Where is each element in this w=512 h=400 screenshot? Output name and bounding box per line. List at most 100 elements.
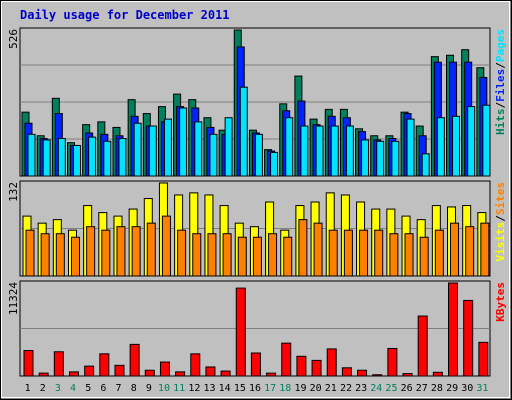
sites-bar-day-11 (177, 229, 187, 277)
kbytes-bar-day-17 (266, 372, 277, 377)
legend-middle-item-2: Sites (494, 182, 507, 215)
sites-bar-day-29 (450, 222, 460, 277)
panel-bottom-max-label: 11324 (7, 282, 20, 315)
kbytes-bar-day-2 (38, 372, 49, 377)
sites-bar-day-31 (480, 222, 490, 277)
x-label-day-26: 26 (401, 383, 413, 394)
pages-bar-day-23 (361, 139, 370, 177)
sites-bar-day-10 (161, 215, 171, 277)
pages-bar-day-12 (194, 121, 203, 177)
pages-bar-day-3 (57, 138, 66, 177)
panel-top-legend: Hits/Files/Pages (494, 29, 507, 135)
sites-bar-day-23 (359, 229, 369, 277)
panel-middle: 132 Visits/Sites (7, 180, 507, 277)
kbytes-bar-day-26 (402, 373, 413, 377)
kbytes-bar-day-16 (250, 352, 261, 377)
sites-bar-day-12 (192, 233, 202, 277)
kbytes-bar-day-24 (372, 374, 383, 377)
kbytes-bar-day-4 (68, 371, 79, 377)
sites-bar-day-24 (374, 229, 384, 277)
pages-bar-day-16 (254, 133, 263, 177)
kbytes-bar-day-5 (84, 365, 95, 377)
pages-bar-day-15 (239, 86, 248, 177)
x-label-day-28: 28 (431, 383, 443, 394)
x-label-day-24: 24 (370, 383, 382, 394)
pages-bar-day-2 (42, 139, 51, 177)
x-label-day-3: 3 (55, 383, 61, 394)
sites-bar-day-28 (434, 229, 444, 277)
pages-bar-day-19 (300, 125, 309, 177)
x-label-day-21: 21 (325, 383, 337, 394)
kbytes-bar-day-14 (220, 370, 231, 377)
sites-bar-day-4 (70, 236, 80, 277)
kbytes-bar-day-11 (175, 371, 186, 377)
pages-bar-day-17 (270, 151, 279, 177)
x-label-day-30: 30 (461, 383, 473, 394)
pages-bar-day-13 (209, 133, 218, 177)
kbytes-bar-day-13 (205, 366, 216, 377)
sites-bar-day-9 (146, 222, 156, 277)
panel-bottom-legend: KBytes (494, 282, 507, 322)
sites-bar-day-6 (101, 229, 111, 277)
pages-bar-day-31 (482, 104, 491, 177)
pages-bar-day-25 (391, 140, 400, 177)
panel-bottom: 11324 KBytes (7, 280, 507, 377)
pages-bar-day-5 (88, 136, 97, 177)
kbytes-bar-day-1 (23, 350, 34, 377)
pages-bar-day-21 (330, 125, 339, 177)
pages-bar-day-7 (118, 138, 127, 177)
x-label-day-7: 7 (116, 383, 122, 394)
pages-bar-day-8 (133, 122, 142, 177)
pages-bar-day-11 (179, 107, 188, 177)
pages-bar-day-22 (345, 125, 354, 177)
legend-top-item-2: Files (494, 69, 507, 102)
kbytes-bar-day-22 (341, 367, 352, 377)
x-label-day-23: 23 (355, 383, 367, 394)
x-label-day-15: 15 (234, 383, 246, 394)
x-label-day-14: 14 (219, 383, 231, 394)
kbytes-bar-day-10 (159, 361, 170, 377)
kbytes-bar-day-7 (114, 364, 125, 377)
pages-bar-day-1 (27, 133, 36, 177)
sites-bar-day-26 (404, 233, 414, 277)
sites-bar-day-27 (419, 236, 429, 277)
sites-bar-day-5 (86, 226, 96, 277)
sites-bar-day-18 (283, 236, 293, 277)
x-label-day-11: 11 (173, 383, 185, 394)
x-label-day-6: 6 (100, 383, 106, 394)
x-label-day-10: 10 (158, 383, 170, 394)
kbytes-bar-day-6 (99, 353, 110, 377)
kbytes-bar-day-25 (387, 347, 398, 377)
kbytes-bar-day-15 (235, 287, 246, 377)
sites-bar-day-2 (40, 233, 50, 277)
pages-bar-day-9 (148, 125, 157, 177)
kbytes-bar-day-12 (190, 353, 201, 377)
legend-top-item-1: / (494, 102, 507, 109)
x-label-day-9: 9 (146, 383, 152, 394)
sites-bar-day-16 (252, 236, 262, 277)
kbytes-bar-day-19 (296, 355, 307, 377)
kbytes-bar-day-18 (281, 342, 292, 377)
pages-bar-day-10 (163, 118, 172, 177)
x-label-day-20: 20 (310, 383, 322, 394)
kbytes-bar-day-9 (144, 369, 155, 377)
x-label-day-8: 8 (131, 383, 137, 394)
x-label-day-27: 27 (416, 383, 428, 394)
chart-title: Daily usage for December 2011 (20, 8, 230, 22)
legend-top-item-0: Hits (494, 109, 507, 136)
pages-bar-day-29 (452, 115, 461, 177)
panel-middle-max-label: 132 (7, 182, 20, 202)
x-label-day-1: 1 (25, 383, 31, 394)
sites-bar-day-13 (207, 233, 217, 277)
kbytes-bar-day-30 (463, 299, 474, 377)
x-label-day-29: 29 (446, 383, 458, 394)
sites-bar-day-19 (298, 219, 308, 277)
legend-bottom-item-0: KBytes (494, 282, 507, 322)
x-label-day-4: 4 (70, 383, 76, 394)
pages-bar-day-6 (103, 140, 112, 177)
sites-bar-day-30 (465, 226, 475, 277)
legend-top-item-3: / (494, 62, 507, 69)
